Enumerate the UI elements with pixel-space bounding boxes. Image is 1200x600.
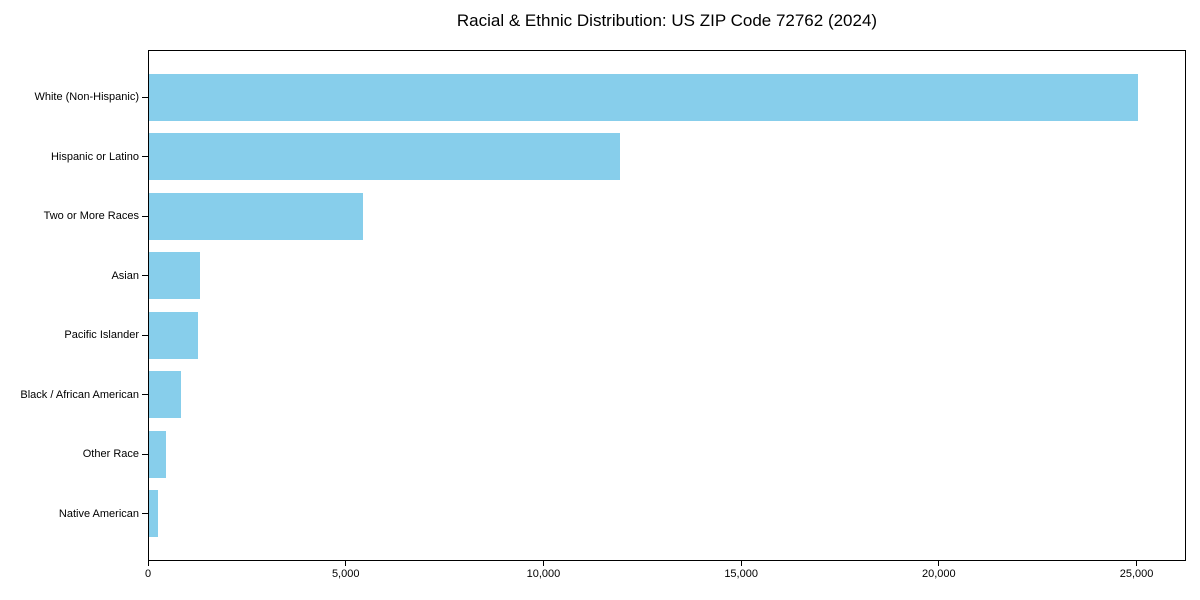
y-axis-tick: [142, 334, 148, 336]
x-axis-tick-label-25-000: 25,000: [1119, 568, 1154, 580]
x-axis-tick: [345, 561, 347, 566]
y-axis-tick: [142, 453, 148, 455]
chart-title: Racial & Ethnic Distribution: US ZIP Cod…: [456, 11, 878, 30]
y-axis-label-other-race: Other Race: [82, 448, 139, 461]
y-axis-tick: [142, 156, 148, 158]
bar-white-non-hispanic: [149, 73, 1138, 121]
bar-black-african-american: [149, 371, 181, 419]
x-axis-tick-label-0: 0: [144, 568, 152, 580]
x-axis-tick: [938, 561, 940, 566]
bar-other-race: [149, 430, 166, 478]
x-axis-tick-label-5-000: 5,000: [331, 568, 360, 580]
y-axis-label-native-american: Native American: [58, 507, 139, 520]
y-axis-label-white-non-hispanic: White (Non-Hispanic): [34, 91, 139, 103]
bar-pacific-islander: [149, 311, 199, 359]
bar-two-or-more-races: [149, 192, 363, 240]
y-axis-label-black-african-american: Black / African American: [20, 388, 139, 401]
x-axis-tick: [1136, 561, 1138, 566]
plot-area: [148, 50, 1186, 561]
y-axis-label-pacific-islander: Pacific Islander: [64, 329, 139, 342]
y-axis-tick: [142, 215, 148, 217]
y-axis-label-two-or-more-races: Two or More Races: [43, 210, 139, 223]
bar-asian: [149, 252, 201, 300]
y-axis-tick: [142, 275, 148, 277]
bar-native-american: [149, 490, 159, 538]
y-axis-tick: [142, 96, 148, 98]
x-axis-tick-label-10-000: 10,000: [526, 568, 561, 580]
y-axis-tick: [142, 513, 148, 515]
y-axis-label-asian: Asian: [111, 269, 139, 282]
y-axis-label-hispanic-or-latino: Hispanic or Latino: [50, 150, 139, 163]
x-axis-tick: [542, 561, 544, 566]
y-axis-tick: [142, 394, 148, 396]
bar-hispanic-or-latino: [149, 133, 620, 181]
x-axis-tick: [147, 561, 149, 566]
x-axis-tick-label-15-000: 15,000: [724, 568, 758, 580]
x-axis-tick: [740, 561, 742, 566]
x-axis-tick-label-20-000: 20,000: [922, 568, 956, 580]
